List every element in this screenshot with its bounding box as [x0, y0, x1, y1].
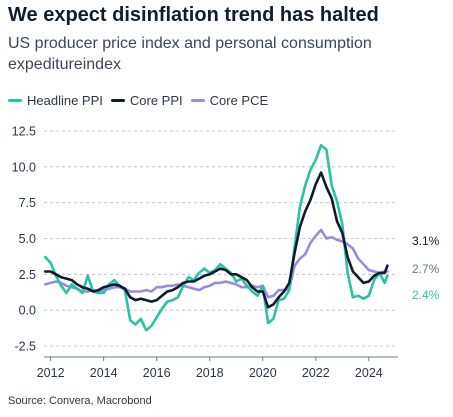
y-tick-label: 2.5	[19, 268, 36, 282]
chart-subtitle: US producer price index and personal con…	[8, 35, 372, 73]
end-label-core-pce: 2.7%	[412, 262, 440, 276]
legend-item-core-pce: Core PCE	[190, 93, 269, 108]
series-line-core-ppi	[44, 171, 389, 309]
legend-label-core-ppi: Core PPI	[129, 93, 183, 108]
x-tick-label: 2016	[143, 366, 171, 380]
x-tick-label: 2014	[90, 366, 118, 380]
end-label-headline-ppi: 2.4%	[412, 288, 440, 302]
y-tick-label: 10.0	[12, 160, 36, 174]
x-tick-label: 2020	[249, 366, 277, 380]
series-line-core-pce	[44, 228, 389, 299]
legend-swatch-core-ppi	[110, 99, 125, 102]
x-tick-label: 2024	[355, 366, 383, 380]
chart-title: We expect disinflation trend has halted	[8, 4, 379, 26]
legend-item-headline-ppi: Headline PPI	[8, 93, 103, 108]
y-tick-label: 5.0	[19, 232, 36, 246]
chart-legend: Headline PPI Core PPI Core PCE	[8, 93, 268, 108]
y-tick-label: 7.5	[19, 196, 36, 210]
y-tick-label: -2.5	[14, 340, 36, 354]
x-tick-label: 2012	[37, 366, 65, 380]
legend-label-core-pce: Core PCE	[209, 93, 269, 108]
y-tick-label: 12.5	[12, 125, 36, 139]
legend-label-headline-ppi: Headline PPI	[27, 93, 103, 108]
x-tick-label: 2018	[196, 366, 224, 380]
chart-source: Source: Convera, Macrobond	[8, 395, 152, 407]
legend-swatch-core-pce	[190, 99, 205, 102]
series-line-headline-ppi	[44, 144, 389, 332]
legend-swatch-headline-ppi	[8, 99, 22, 102]
y-tick-label: 0.0	[19, 304, 36, 318]
legend-item-core-ppi: Core PPI	[110, 93, 183, 108]
x-tick-label: 2022	[302, 366, 330, 380]
end-label-core-ppi: 3.1%	[412, 234, 440, 248]
